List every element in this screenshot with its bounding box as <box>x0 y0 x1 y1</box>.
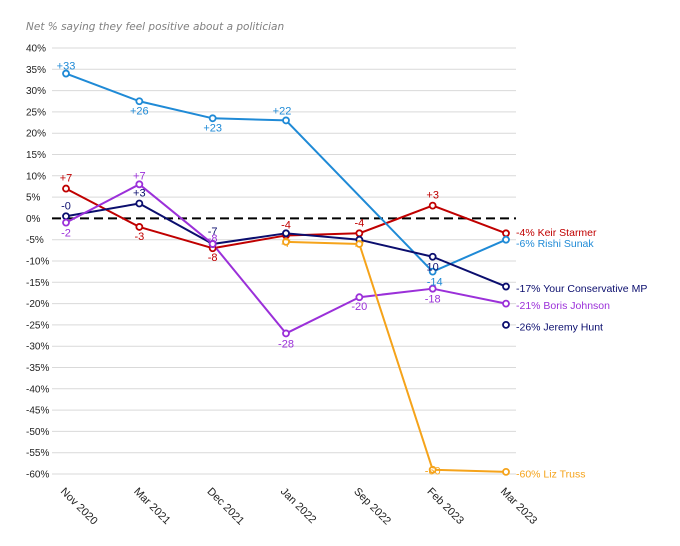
y-tick-label: -25% <box>26 320 49 331</box>
series-end-labels: -4% Keir Starmer-6% Rishi Sunak -17% Your… <box>516 227 647 481</box>
end-label-boris-johnson: -21% Boris Johnson <box>516 300 610 312</box>
series-line-rishi-sunak <box>65 72 507 273</box>
y-tick-label: -15% <box>26 278 49 289</box>
y-tick-label: 5% <box>26 193 41 204</box>
data-point-boris-johnson <box>208 240 217 248</box>
x-tick-label: Nov 2020 <box>58 486 100 528</box>
data-label-rishi-sunak: +23 <box>203 122 222 134</box>
y-tick-label: -30% <box>26 342 49 353</box>
end-label-keir-starmer: -4% Keir Starmer <box>516 227 597 239</box>
data-label-liz-truss: -60 <box>425 466 441 478</box>
gridlines <box>52 47 516 475</box>
series-line-liz-truss <box>285 240 507 473</box>
data-point-boris-johnson <box>355 293 364 302</box>
data-label-boris-johnson: -20 <box>351 301 367 313</box>
data-point-boris-johnson <box>502 299 510 308</box>
data-label-liz-truss: -7 <box>354 240 364 252</box>
data-label-rishi-sunak: +22 <box>273 105 292 117</box>
data-label-your-conservative-mp: -0 <box>61 200 71 212</box>
y-tick-label: 15% <box>26 150 46 161</box>
data-point-your-conservative-mp <box>135 199 144 208</box>
y-tick-label: -10% <box>26 257 49 268</box>
data-label-liz-truss: -7 <box>281 238 291 250</box>
end-label-liz-truss: -60% Liz Truss <box>516 468 585 480</box>
data-label-your-conservative-mp: +3 <box>133 187 146 199</box>
data-labels: +7 -3 -8 -4 -4 +3 +33 +26 +23 +22 -14 -0 +3 -7 10 -2 +7 -… <box>57 61 443 478</box>
data-point-keir-starmer <box>428 201 437 210</box>
data-point-rishi-sunak <box>135 97 144 106</box>
data-point-boris-johnson <box>62 218 70 227</box>
data-label-keir-starmer: -8 <box>208 252 218 264</box>
data-point-liz-truss <box>282 237 290 246</box>
data-point-your-conservative-mp <box>62 212 70 221</box>
x-axis-ticks: Nov 2020 Mar 2021 Dec 2021 Jan 2022 Sep 2022… <box>58 486 539 528</box>
data-label-rishi-sunak: +26 <box>130 105 149 117</box>
chart-subtitle: Net % saying they feel positive about a … <box>26 21 284 33</box>
data-label-your-conservative-mp: 10 <box>427 262 439 274</box>
data-point-keir-starmer <box>62 184 70 193</box>
data-point-liz-truss <box>502 467 510 476</box>
y-tick-label: 30% <box>26 86 46 97</box>
data-label-boris-johnson: -18 <box>425 294 441 306</box>
x-tick-label: Feb 2023 <box>425 486 466 527</box>
y-tick-label: -45% <box>26 406 49 417</box>
y-tick-label: 10% <box>26 171 46 182</box>
x-tick-label: Jan 2022 <box>278 486 318 526</box>
data-label-keir-starmer: +7 <box>60 173 73 185</box>
data-point-boris-johnson <box>428 284 437 293</box>
y-tick-label: -5% <box>26 235 44 246</box>
x-tick-label: Mar 2023 <box>498 486 539 527</box>
x-tick-label: Sep 2022 <box>351 486 393 528</box>
data-point-liz-truss <box>355 240 364 248</box>
y-tick-label: -35% <box>26 363 49 374</box>
data-point-keir-starmer <box>135 223 144 231</box>
data-point-keir-starmer <box>355 229 364 238</box>
data-label-keir-starmer: -3 <box>134 231 144 243</box>
y-tick-label: -60% <box>26 470 49 481</box>
y-tick-label: 40% <box>26 44 46 55</box>
data-point-boris-johnson <box>282 329 290 338</box>
y-tick-label: 25% <box>26 107 46 118</box>
y-tick-label: -40% <box>26 384 49 395</box>
data-point-rishi-sunak <box>428 267 437 276</box>
y-tick-label: -50% <box>26 427 49 438</box>
data-label-your-conservative-mp: -7 <box>208 226 218 238</box>
y-tick-label: -55% <box>26 448 49 459</box>
series-points <box>62 69 510 476</box>
data-label-keir-starmer: -4 <box>354 217 364 229</box>
x-tick-label: Dec 2021 <box>205 486 247 528</box>
y-tick-label: 35% <box>26 65 46 76</box>
end-label-jeremy-hunt: -26% Jeremy Hunt <box>516 321 603 333</box>
data-label-boris-johnson: +7 <box>133 170 146 182</box>
y-axis-ticks: 40% 35% 30% 25% 20% 15% 10% 5% 0% -5% -10% -15% -20%… <box>26 44 49 481</box>
data-point-boris-johnson <box>135 180 144 189</box>
data-point-liz-truss <box>428 465 437 474</box>
y-tick-label: 20% <box>26 129 46 140</box>
data-label-boris-johnson: -8 <box>208 233 218 245</box>
end-label-rishi-sunak: -6% Rishi Sunak <box>516 238 594 250</box>
data-label-rishi-sunak: -14 <box>427 277 443 289</box>
y-tick-label: 0% <box>26 214 41 225</box>
data-label-keir-starmer: +3 <box>426 190 439 202</box>
data-point-rishi-sunak <box>282 116 290 125</box>
data-point-your-conservative-mp <box>502 282 510 291</box>
data-point-your-conservative-mp <box>282 229 290 238</box>
data-label-boris-johnson: -2 <box>61 228 71 240</box>
data-point-rishi-sunak <box>62 69 70 78</box>
data-point-rishi-sunak <box>208 114 217 123</box>
end-label-your-conservative-mp: -17% Your Conservative MP <box>516 283 647 295</box>
data-point-keir-starmer <box>502 229 510 238</box>
data-point-your-conservative-mp <box>428 252 437 261</box>
data-label-rishi-sunak: +33 <box>57 61 76 73</box>
data-label-boris-johnson: -28 <box>278 338 294 350</box>
y-tick-label: -20% <box>26 299 49 310</box>
data-label-keir-starmer: -4 <box>281 219 291 231</box>
x-tick-label: Mar 2021 <box>131 486 172 527</box>
data-point-jeremy-hunt <box>502 320 510 329</box>
data-point-rishi-sunak <box>502 235 510 244</box>
